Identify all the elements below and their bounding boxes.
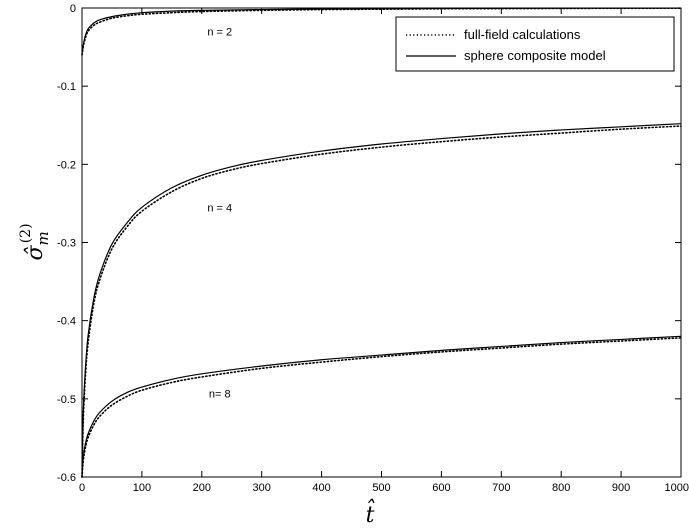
y-axis-label-text: σ̂m(2) (18, 223, 52, 260)
x-tick-label: 900 (612, 482, 630, 494)
y-tick-label: -0.4 (57, 316, 76, 328)
x-tick-label: 100 (133, 482, 151, 494)
y-tick-label: -0.3 (57, 238, 76, 250)
y-tick-label: -0.5 (57, 394, 76, 406)
y-tick-label: -0.1 (57, 81, 76, 93)
legend-label-sphere-composite: sphere composite model (464, 48, 606, 63)
x-tick-label: 700 (492, 482, 510, 494)
y-tick-label: -0.2 (57, 159, 76, 171)
x-tick-label: 300 (253, 482, 271, 494)
x-axis-label: t̂ (366, 499, 376, 528)
x-axis-label-text: t̂ (366, 499, 376, 528)
y-axis-label: σ̂m(2) (18, 223, 52, 260)
y-axis-label-sub: m (34, 231, 52, 245)
plot-area (82, 8, 681, 477)
y-tick-label: -0.6 (57, 472, 76, 484)
curve-annotation: n= 8 (209, 388, 231, 400)
curve-annotation: n = 4 (207, 202, 232, 214)
y-axis-label-main: σ̂ (23, 245, 48, 261)
x-tick-label: 600 (432, 482, 450, 494)
curve-annotation: n = 2 (207, 26, 232, 38)
legend-label-full-field: full-field calculations (464, 27, 581, 42)
x-tick-label: 0 (79, 482, 85, 494)
x-tick-label: 1000 (665, 482, 689, 494)
x-tick-label: 400 (312, 482, 330, 494)
y-tick-label: 0 (70, 3, 76, 15)
x-tick-label: 500 (372, 482, 390, 494)
legend: full-field calculations sphere composite… (396, 17, 674, 71)
y-axis-label-sup: (2) (18, 223, 34, 243)
x-tick-label: 200 (193, 482, 211, 494)
x-tick-label: 800 (552, 482, 570, 494)
